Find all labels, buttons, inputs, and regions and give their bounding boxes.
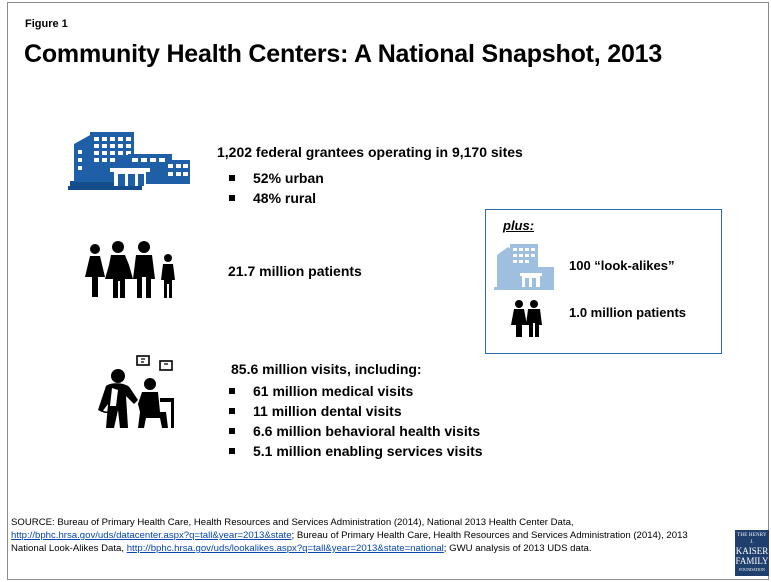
kff-logo: THE HENRY J. KAISER FAMILY FOUNDATION <box>735 530 769 576</box>
grantees-bullet-list: 52% urban 48% rural <box>226 168 324 208</box>
list-item: 48% rural <box>226 188 324 208</box>
logo-line-2: KAISER <box>735 546 769 556</box>
couple-icon <box>511 300 542 337</box>
logo-line-4: FOUNDATION <box>739 567 765 572</box>
list-item: 5.1 million enabling services visits <box>226 441 483 461</box>
list-item: 52% urban <box>226 168 324 188</box>
source-suffix: ; GWU analysis of 2013 UDS data. <box>443 543 592 554</box>
source-prefix: SOURCE: Bureau of Primary Health Care, H… <box>11 517 574 528</box>
visits-bullet-list: 61 million medical visits 11 million den… <box>226 381 483 461</box>
source-note: SOURCE: Bureau of Primary Health Care, H… <box>11 516 717 555</box>
page-title: Community Health Centers: A National Sna… <box>24 40 663 68</box>
patients-headline: 21.7 million patients <box>228 263 362 279</box>
list-item: 6.6 million behavioral health visits <box>226 421 483 441</box>
source-link-datacenter[interactable]: http://bphc.hrsa.gov/uds/datacenter.aspx… <box>11 530 292 541</box>
list-item: 61 million medical visits <box>226 381 483 401</box>
lookalikes-patients: 1.0 million patients <box>569 305 687 320</box>
grantees-headline: 1,202 federal grantees operating in 9,17… <box>217 144 523 160</box>
lookalikes-count: 100 “look-alikes” <box>569 258 675 273</box>
family-icon <box>85 241 175 298</box>
figure-frame <box>7 2 769 580</box>
plus-label: plus: <box>503 218 535 233</box>
building-icon <box>68 132 190 190</box>
doctor-patient-icon <box>98 355 174 428</box>
source-middle: ; Bureau of Primary Health Care, Health … <box>11 530 688 554</box>
logo-line-1: THE HENRY J. <box>737 533 767 545</box>
small-building-icon <box>494 244 554 290</box>
visits-headline: 85.6 million visits, including: <box>231 361 422 377</box>
figure-label: Figure 1 <box>25 18 68 30</box>
list-item: 11 million dental visits <box>226 401 483 421</box>
source-link-lookalikes[interactable]: http://bphc.hrsa.gov/uds/lookalikes.aspx… <box>126 543 444 554</box>
logo-line-3: FAMILY <box>735 556 769 566</box>
lookalikes-box: plus: 100 “look-alikes” 1.0 million pati… <box>485 209 722 354</box>
